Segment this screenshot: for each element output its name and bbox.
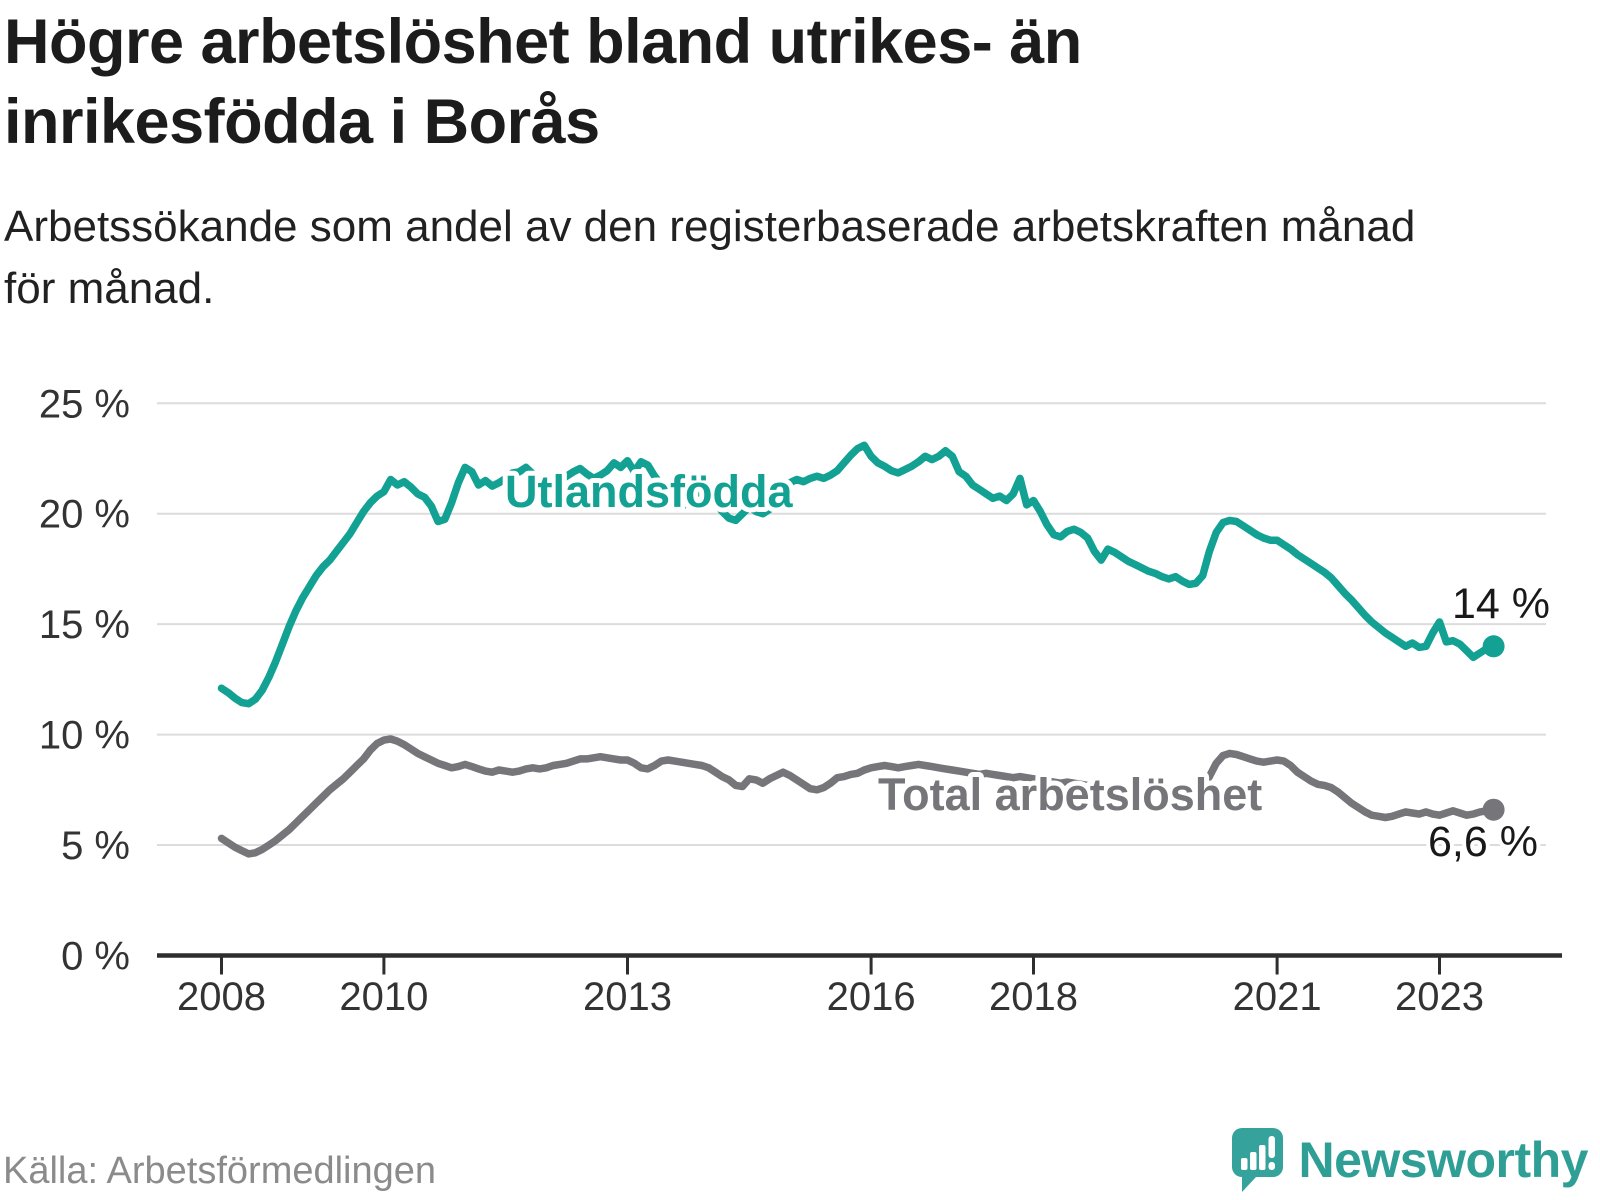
subtitle-line-2: för månad. [4, 264, 215, 313]
bar-medium [1250, 1152, 1257, 1170]
source-note: Källa: Arbetsförmedlingen [3, 1150, 437, 1192]
end-value-label-utlandsfodda: 14 % [1452, 580, 1550, 628]
bar-small [1241, 1158, 1248, 1170]
end-value-label-total: 6,6 % [1428, 818, 1538, 866]
newsworthy-wordmark: Newsworthy [1298, 1132, 1588, 1188]
y-axis-label: 20 % [39, 493, 130, 537]
subtitle-line-1: Arbetssökande som andel av den registerb… [4, 202, 1416, 251]
series-line-utlandsfodda [217, 441, 1498, 708]
y-axis-label: 0 % [61, 935, 130, 979]
x-axis-layer: 2008 2010 2013 2016 2018 2021 2023 [157, 953, 1562, 1019]
series-label-total-arbetsloshet: Total arbetslöshet [878, 769, 1262, 820]
x-axis-label: 2008 [177, 975, 266, 1019]
y-axis-label: 10 % [39, 714, 130, 758]
series-layer [217, 441, 1505, 858]
exclamation-stem [1268, 1136, 1276, 1158]
y-axis-label: 15 % [39, 603, 130, 647]
newsworthy-logo: Newsworthy [1230, 1122, 1588, 1198]
series-label-utlandsfodda: Utlandsfödda [505, 466, 793, 517]
title-line-2: inrikesfödda i Borås [4, 87, 600, 157]
speech-bubble-shape [1232, 1128, 1284, 1192]
series-end-dot-utlandsfodda [1482, 635, 1505, 658]
page-title: Högre arbetslöshet bland utrikes- än inr… [4, 2, 1082, 162]
x-axis-label: 2010 [339, 975, 428, 1019]
series-line-total [217, 735, 1498, 858]
gridlines-layer: 0 % 5 % 10 % 15 % 20 % 25 % [39, 382, 1546, 979]
title-line-1: Högre arbetslöshet bland utrikes- än [4, 7, 1082, 77]
y-axis-label: 25 % [39, 382, 130, 426]
x-axis-label: 2016 [827, 975, 916, 1019]
x-axis-label: 2023 [1395, 975, 1484, 1019]
exclamation-dot [1268, 1162, 1276, 1170]
x-axis-label: 2021 [1233, 975, 1322, 1019]
bar-large [1259, 1145, 1266, 1170]
chart-subtitle: Arbetssökande som andel av den registerb… [4, 196, 1415, 320]
x-axis-label: 2013 [583, 975, 672, 1019]
series-end-dot-total [1482, 798, 1505, 821]
newsworthy-bubble-chart-icon [1232, 1128, 1284, 1192]
y-axis-label: 5 % [61, 824, 130, 868]
x-axis-label: 2018 [989, 975, 1078, 1019]
